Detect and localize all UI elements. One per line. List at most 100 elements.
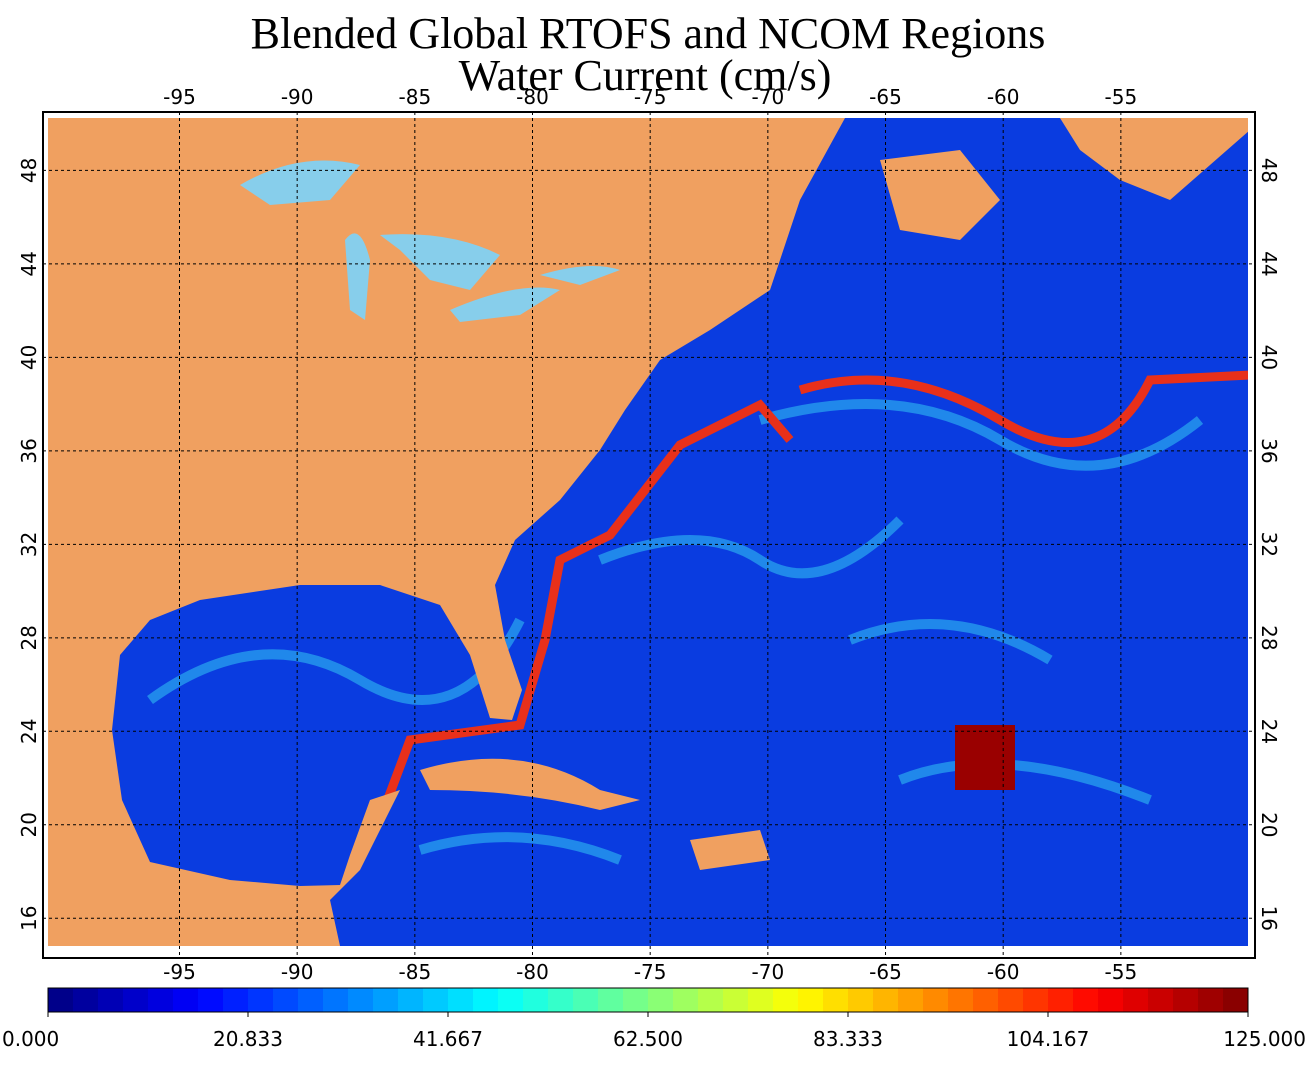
- lon-label-bottom: -60: [987, 960, 1020, 984]
- lat-label-right: 28: [1257, 625, 1281, 650]
- lat-label-left: 20: [17, 812, 41, 837]
- colorbar-label: 83.333: [813, 1027, 883, 1051]
- lon-label-bottom: -85: [399, 960, 432, 984]
- north-america: [48, 118, 845, 946]
- lat-label-right: 20: [1257, 812, 1281, 837]
- lon-label-top: -95: [163, 85, 196, 109]
- lat-label-right: 24: [1257, 719, 1281, 744]
- lon-label-top: -75: [634, 85, 667, 109]
- axes: -95 -95 -90 -90 -85 -85 -80 -80 -75 -75 -70 -70 -65 -…: [17, 85, 1281, 984]
- lon-label-bottom: -80: [516, 960, 549, 984]
- colorbar-segment: [1198, 988, 1224, 1012]
- lat-label-right: 16: [1257, 906, 1281, 931]
- caribbean-islands: [420, 758, 770, 870]
- lat-label-left: 48: [17, 158, 41, 183]
- colorbar-segment: [823, 988, 849, 1012]
- colorbar-segment: [148, 988, 174, 1012]
- lat-label-left: 28: [17, 625, 41, 650]
- colorbar-segment: [448, 988, 474, 1012]
- colorbar-label: 41.667: [413, 1027, 483, 1051]
- lat-label-right: 44: [1257, 251, 1281, 276]
- lon-label-top: -70: [752, 85, 785, 109]
- colorbar-segment: [973, 988, 999, 1012]
- lon-label-bottom: -95: [163, 960, 196, 984]
- lat-label-left: 16: [17, 906, 41, 931]
- colorbar-segment: [798, 988, 824, 1012]
- colorbar-segment: [873, 988, 899, 1012]
- colorbar-segment: [173, 988, 199, 1012]
- lat-label-left: 32: [17, 532, 41, 557]
- great-lakes: [240, 160, 620, 322]
- colorbar-segment: [248, 988, 274, 1012]
- lon-label-top: -90: [281, 85, 314, 109]
- lon-label-bottom: -70: [752, 960, 785, 984]
- lon-label-bottom: -55: [1105, 960, 1138, 984]
- colorbar-segment: [1023, 988, 1049, 1012]
- colorbar-segment: [1098, 988, 1124, 1012]
- lon-label-top: -55: [1105, 85, 1138, 109]
- colorbar-segment: [998, 988, 1024, 1012]
- colorbar-segment: [98, 988, 124, 1012]
- eddy-max: [955, 725, 1015, 790]
- colorbar-segment: [298, 988, 324, 1012]
- colorbar-segment: [423, 988, 449, 1012]
- colorbar-segment: [1073, 988, 1099, 1012]
- lat-label-right: 48: [1257, 158, 1281, 183]
- colorbar-segment: [1048, 988, 1074, 1012]
- colorbar-segment: [198, 988, 224, 1012]
- colorbar-segment: [1123, 988, 1149, 1012]
- lat-label-left: 44: [17, 251, 41, 276]
- colorbar-segment: [398, 988, 424, 1012]
- lat-label-right: 36: [1257, 438, 1281, 463]
- colorbar-segment: [48, 988, 74, 1012]
- colorbar-segment: [498, 988, 524, 1012]
- colorbar-segment: [573, 988, 599, 1012]
- lat-label-right: 32: [1257, 532, 1281, 557]
- colorbar-label: 62.500: [613, 1027, 683, 1051]
- colorbar-segment: [773, 988, 799, 1012]
- colorbar-segment: [723, 988, 749, 1012]
- colorbar-segment: [73, 988, 99, 1012]
- lat-label-left: 24: [17, 719, 41, 744]
- colorbar-segment: [698, 988, 724, 1012]
- colorbar-segment: [898, 988, 924, 1012]
- colorbar-segment: [673, 988, 699, 1012]
- maritimes: [880, 118, 1248, 240]
- colorbar-segment: [1173, 988, 1199, 1012]
- colorbar-segment: [923, 988, 949, 1012]
- map: [48, 118, 1248, 946]
- colorbar: 0.000 20.833 41.667 62.500 83.333 104.167 125.…: [2, 987, 1306, 1051]
- lon-label-top: -60: [987, 85, 1020, 109]
- lon-label-top: -65: [869, 85, 902, 109]
- lon-label-bottom: -90: [281, 960, 314, 984]
- colorbar-segment: [473, 988, 499, 1012]
- colorbar-segment: [848, 988, 874, 1012]
- subtitle: Water Current (cm/s): [459, 51, 832, 100]
- colorbar-segment: [373, 988, 399, 1012]
- colorbar-label: 125.000: [1223, 1027, 1306, 1051]
- colorbar-segment: [748, 988, 774, 1012]
- title: Blended Global RTOFS and NCOM Regions: [251, 9, 1046, 58]
- colorbar-segment: [598, 988, 624, 1012]
- colorbar-segment: [523, 988, 549, 1012]
- colorbar-segment: [1223, 988, 1249, 1012]
- colorbar-segment: [948, 988, 974, 1012]
- lon-label-top: -80: [516, 85, 549, 109]
- colorbar-segment: [648, 988, 674, 1012]
- colorbar-segment: [548, 988, 574, 1012]
- colorbar-segment: [123, 988, 149, 1012]
- colorbar-label: 20.833: [213, 1027, 283, 1051]
- colorbar-segment: [273, 988, 299, 1012]
- lat-label-left: 40: [17, 345, 41, 370]
- colorbar-label: 0.000: [2, 1027, 59, 1051]
- colorbar-segment: [223, 988, 249, 1012]
- colorbar-segment: [323, 988, 349, 1012]
- lat-label-left: 36: [17, 438, 41, 463]
- lat-label-right: 40: [1257, 345, 1281, 370]
- colorbar-segment: [348, 988, 374, 1012]
- lon-label-bottom: -65: [869, 960, 902, 984]
- colorbar-segment: [1148, 988, 1174, 1012]
- colorbar-label: 104.167: [1007, 1027, 1090, 1051]
- lon-label-bottom: -75: [634, 960, 667, 984]
